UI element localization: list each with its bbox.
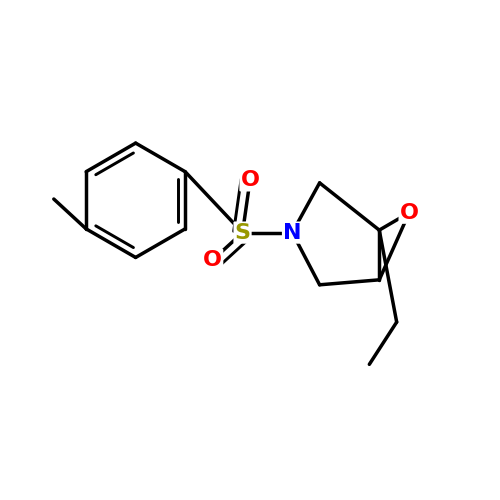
Text: O: O <box>203 250 222 270</box>
Text: N: N <box>283 222 302 242</box>
Text: O: O <box>240 170 260 190</box>
Text: O: O <box>400 202 418 222</box>
Text: S: S <box>234 222 250 242</box>
